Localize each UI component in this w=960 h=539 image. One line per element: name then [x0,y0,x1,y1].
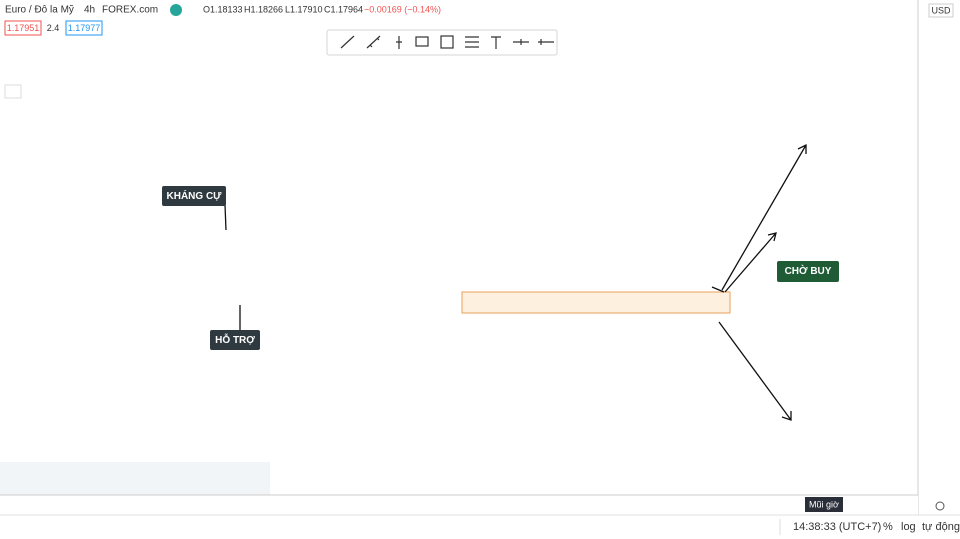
arrows [224,143,807,421]
annotation: KHÁNG CỰ [167,189,223,202]
exchange: FOREX.com [102,5,158,16]
status-dot [170,4,182,16]
spread: 2.4 [47,23,60,33]
legend: Euro / Đô la Mỹ 4h FOREX.com O1.18133 H1… [4,4,441,99]
bid-box[interactable] [4,20,42,36]
tool-icon[interactable] [513,39,529,45]
toolbar-box [326,29,558,56]
panel [0,462,270,495]
change: −0.00169 (−0.14%) [364,4,441,14]
tool-icon[interactable] [465,36,479,48]
tool-icon[interactable] [366,35,381,49]
tool-icon[interactable] [340,35,355,49]
tooltip: Mũi giờ [809,499,839,509]
arrow [721,143,807,291]
arrow [718,321,792,421]
auto-toggle[interactable]: tự động [922,521,960,533]
bid: 1.17951 [7,23,40,33]
price-axis [918,0,960,515]
annotation-box [210,330,260,350]
clock[interactable]: 14:38:33 (UTC+7) [793,521,881,533]
annotation-box [162,186,226,206]
log-toggle[interactable]: log [901,521,916,533]
time-axis [0,495,918,515]
zone-box [461,291,731,314]
ask: 1.17977 [68,23,101,33]
annotation: HỖ TRỢ [215,333,255,346]
ohlc: O1.18133 [203,4,243,14]
collapse-button[interactable] [4,84,22,99]
annotation: CHỜ BUY [785,264,832,277]
tool-icon[interactable] [396,36,402,49]
pointer [224,204,227,231]
currency-box [928,3,954,18]
bottom-toolbar [0,515,960,539]
arrow [724,232,777,293]
tool-icon[interactable] [538,39,554,45]
ask-box[interactable] [65,20,103,36]
ohlc: L1.17910 [285,4,323,14]
annotation-box [777,261,839,282]
ohlc: C1.17964 [324,4,363,14]
percent-toggle[interactable]: % [883,521,893,533]
tooltip-box [805,497,843,512]
ohlc: H1.18266 [244,4,283,14]
tool-icon[interactable] [440,35,454,49]
tool-icon[interactable] [415,36,429,47]
settings-icon[interactable] [935,501,945,511]
symbol: Euro / Đô la Mỹ [5,5,74,16]
drawing-toolbar [326,29,558,56]
interval: 4h [84,5,95,16]
arrow [711,286,725,293]
currency: USD [931,5,951,15]
tool-icon[interactable] [491,36,501,49]
